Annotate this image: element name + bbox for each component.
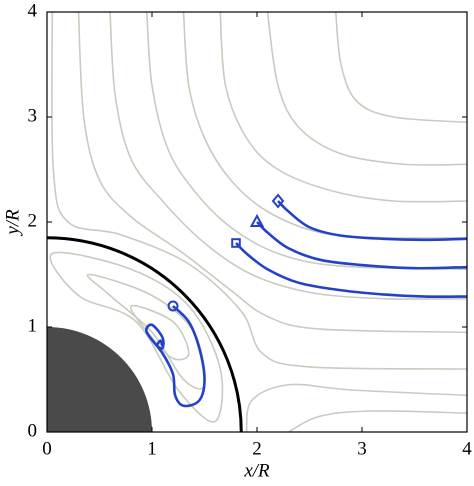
x-tick-label: 3: [357, 438, 367, 459]
streamline: [182, 12, 467, 239]
streamline: [288, 410, 467, 432]
trajectory: [256, 221, 467, 270]
y-tick-label: 3: [28, 105, 38, 126]
y-tick-label: 1: [28, 315, 38, 336]
start-marker: [167, 300, 179, 312]
boundary-arc: [46, 236, 243, 433]
x-tick-label: 2: [252, 438, 262, 459]
x-tick-label: 0: [42, 438, 52, 459]
y-tick-label: 0: [28, 420, 38, 441]
streamline: [219, 12, 467, 203]
streamline: [86, 273, 206, 390]
x-tick-label: 1: [147, 438, 157, 459]
start-marker: [271, 193, 285, 209]
trajectory: [235, 242, 467, 299]
x-axis-label: x/R: [243, 460, 270, 481]
streamline: [77, 12, 467, 334]
streamline: [49, 251, 224, 423]
x-tick-label: 4: [462, 438, 472, 459]
streamline: [145, 12, 467, 271]
y-tick-label: 4: [28, 0, 38, 21]
streamline: [266, 12, 467, 166]
y-axis-label: y/R: [2, 209, 23, 237]
streamline: [51, 12, 467, 370]
streamline: [129, 304, 190, 361]
streamline: [334, 12, 467, 124]
start-marker: [231, 238, 241, 248]
streamline: [109, 12, 467, 300]
trajectory: [277, 200, 467, 242]
streamline: [245, 383, 467, 432]
start-marker: [249, 213, 265, 227]
trajectory: [145, 305, 206, 408]
y-tick-label: 2: [28, 210, 38, 231]
cylinder: [47, 327, 152, 432]
